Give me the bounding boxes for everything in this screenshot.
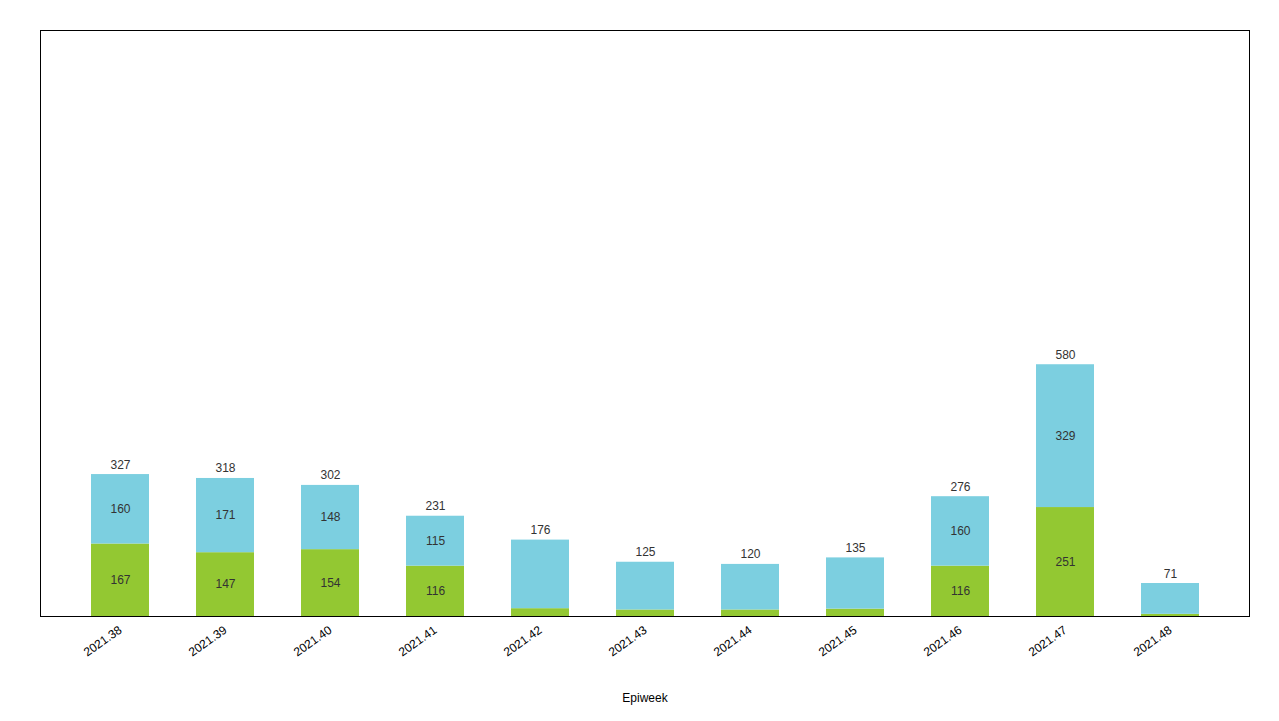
svg-text:167: 167 [110, 573, 130, 587]
svg-text:Epiweek: Epiweek [622, 691, 668, 705]
svg-text:329: 329 [1055, 429, 1075, 443]
svg-text:276: 276 [950, 480, 970, 494]
svg-text:115: 115 [426, 534, 445, 548]
svg-text:2021.46: 2021.46 [921, 623, 965, 660]
svg-text:171: 171 [215, 508, 235, 522]
svg-text:2021.38: 2021.38 [81, 623, 125, 660]
svg-text:2021.48: 2021.48 [1131, 623, 1175, 660]
svg-text:160: 160 [110, 502, 130, 516]
svg-text:71: 71 [1164, 567, 1178, 581]
svg-text:580: 580 [1055, 348, 1075, 362]
svg-text:147: 147 [215, 577, 235, 591]
svg-text:2021.45: 2021.45 [816, 623, 860, 660]
svg-text:154: 154 [320, 576, 340, 590]
svg-text:2021.47: 2021.47 [1026, 623, 1070, 660]
svg-text:2021.39: 2021.39 [186, 623, 230, 660]
svg-text:116: 116 [426, 584, 445, 598]
svg-text:148: 148 [320, 510, 340, 524]
svg-text:125: 125 [635, 545, 655, 559]
svg-text:2021.43: 2021.43 [606, 623, 650, 660]
svg-text:135: 135 [845, 541, 865, 555]
svg-text:318: 318 [215, 461, 235, 475]
svg-text:2021.41: 2021.41 [396, 623, 440, 660]
svg-text:120: 120 [740, 547, 760, 561]
svg-text:176: 176 [530, 523, 550, 537]
svg-text:302: 302 [320, 468, 340, 482]
svg-text:251: 251 [1055, 555, 1075, 569]
svg-text:160: 160 [950, 524, 970, 538]
svg-text:2021.42: 2021.42 [501, 623, 545, 660]
svg-text:231: 231 [425, 499, 445, 513]
svg-text:116: 116 [951, 584, 970, 598]
svg-text:2021.40: 2021.40 [291, 623, 335, 660]
svg-text:327: 327 [110, 458, 130, 472]
svg-text:2021.44: 2021.44 [711, 623, 755, 660]
